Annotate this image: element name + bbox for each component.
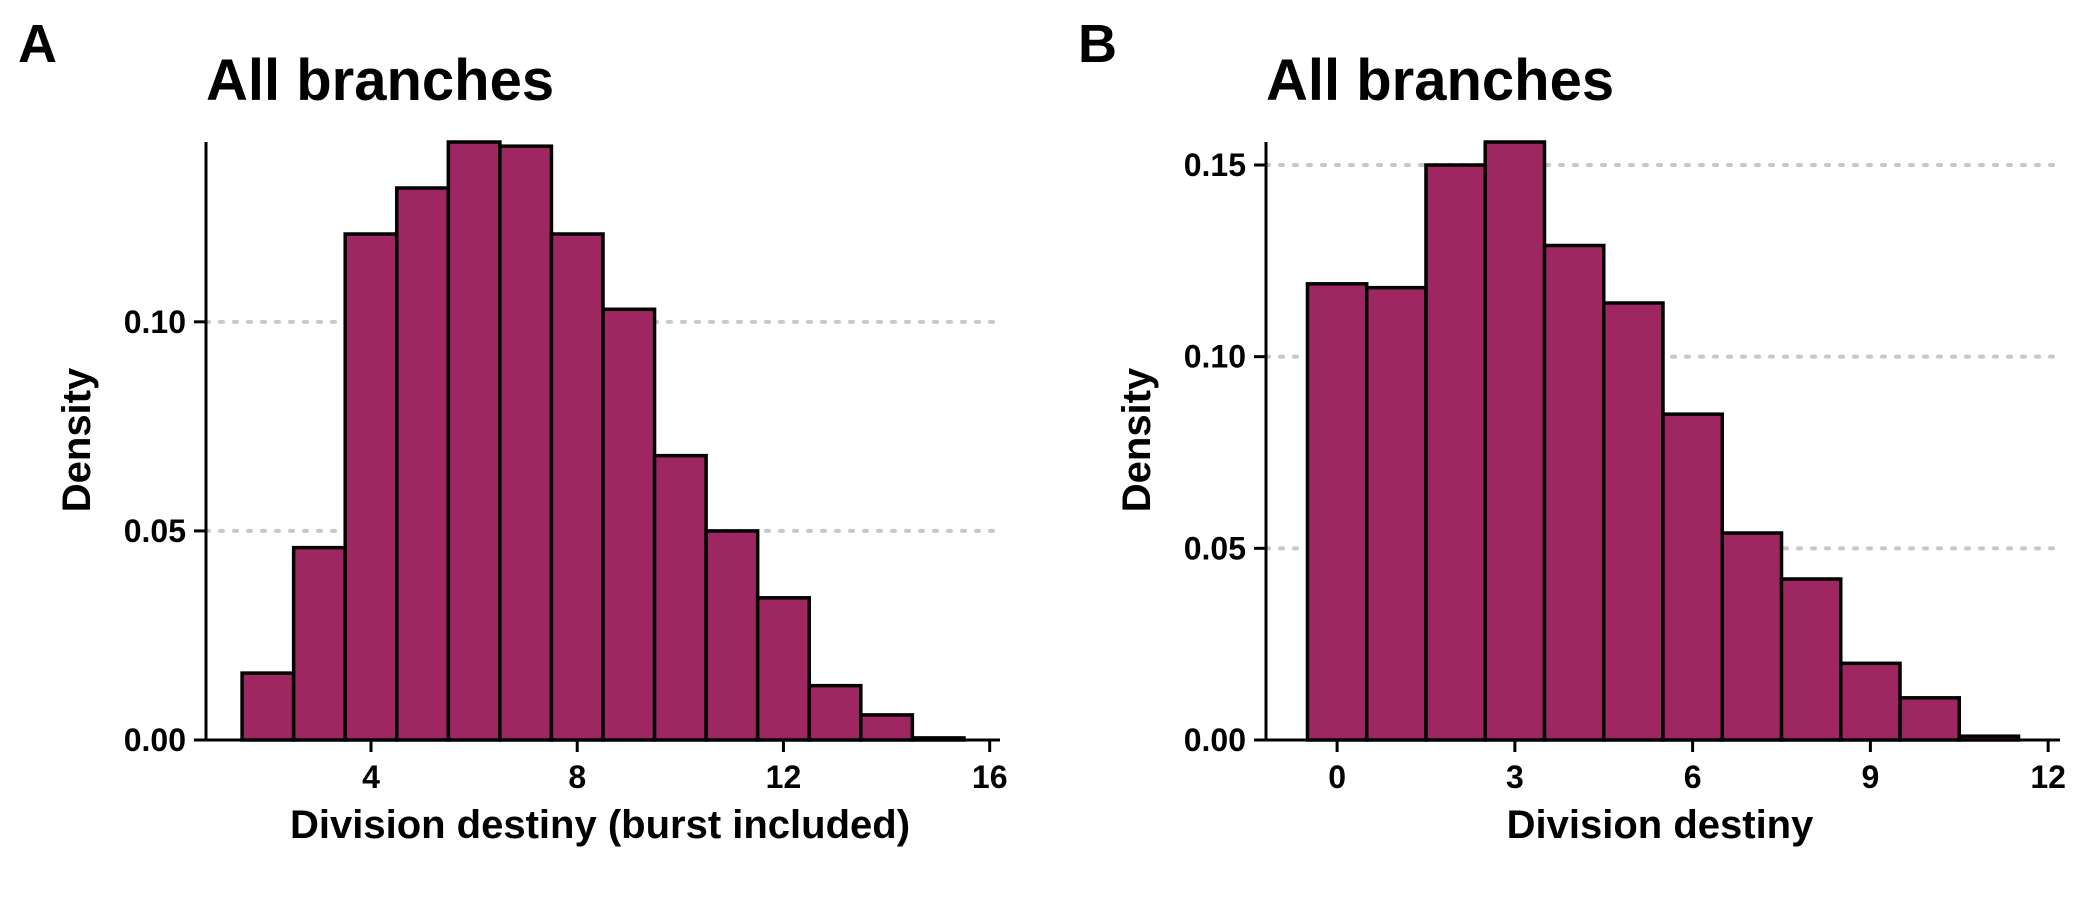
histogram-bar xyxy=(549,232,605,742)
chart-title: All branches xyxy=(206,48,554,113)
histogram-bar xyxy=(395,186,451,742)
histogram-bar xyxy=(291,545,347,742)
y-tick-label: 0.10 xyxy=(124,304,186,340)
histogram-bar xyxy=(1601,301,1665,742)
y-tick-label: 0.05 xyxy=(1184,530,1246,566)
panel-b: B All branches 0.00 0.05 0.10 0.15 0 3 6 9 12 Di… xyxy=(1060,0,2100,900)
panel-letter: A xyxy=(18,14,57,74)
histogram-bar xyxy=(1542,243,1606,742)
x-tick-label: 12 xyxy=(2030,759,2066,795)
histogram-bar xyxy=(1424,163,1487,742)
x-tick-label: 8 xyxy=(568,759,586,795)
histogram-bar xyxy=(859,713,915,742)
panel-a: A All branches 0.00 0.05 0.10 4 8 12 16 Divisi… xyxy=(18,14,1008,847)
histogram-bar xyxy=(807,683,863,742)
histogram-bar xyxy=(498,144,554,742)
histogram-bar xyxy=(1898,696,1962,742)
histogram-bar xyxy=(601,307,657,742)
histogram-bar xyxy=(1364,285,1428,742)
y-tick-label: 0.10 xyxy=(1184,339,1246,375)
x-tick-label: 9 xyxy=(1861,759,1879,795)
histogram-bar xyxy=(240,671,296,742)
histogram-bar xyxy=(446,140,502,742)
x-axis-label: Division destiny (burst included) xyxy=(290,803,910,847)
y-tick-label: 0.00 xyxy=(124,722,186,758)
y-axis-label: Density xyxy=(55,367,99,512)
x-tick-label: 0 xyxy=(1328,759,1346,795)
histogram-bar xyxy=(1483,140,1547,742)
histogram-bar xyxy=(1779,577,1843,742)
y-tick-label: 0.05 xyxy=(124,513,186,549)
histogram-bar xyxy=(1305,282,1369,742)
histogram-bar xyxy=(1839,661,1902,742)
y-tick-label: 0.15 xyxy=(1184,147,1246,183)
panel-letter: B xyxy=(1078,14,1117,74)
y-tick-label: 0.00 xyxy=(1184,722,1246,758)
chart-title: All branches xyxy=(1266,48,1614,113)
x-tick-label: 3 xyxy=(1506,759,1524,795)
x-tick-label: 6 xyxy=(1684,759,1702,795)
histogram-chart-b: B All branches 0.00 0.05 0.10 0.15 0 3 6 9 12 Di… xyxy=(1078,14,2066,847)
histogram-bar xyxy=(343,232,399,742)
x-tick-label: 16 xyxy=(972,759,1008,795)
histogram-bar xyxy=(1720,531,1784,742)
histogram-bar xyxy=(1661,412,1725,742)
histogram-chart-a: A All branches 0.00 0.05 0.10 4 8 12 16 Divisi… xyxy=(18,14,1008,847)
x-tick-label: 4 xyxy=(362,759,380,795)
x-tick-label: 12 xyxy=(766,759,802,795)
y-axis-label: Density xyxy=(1115,367,1159,512)
histogram-bar xyxy=(755,596,811,742)
histogram-bar xyxy=(704,529,760,742)
x-axis-label: Division destiny xyxy=(1507,803,1814,847)
histogram-bar xyxy=(652,453,708,742)
